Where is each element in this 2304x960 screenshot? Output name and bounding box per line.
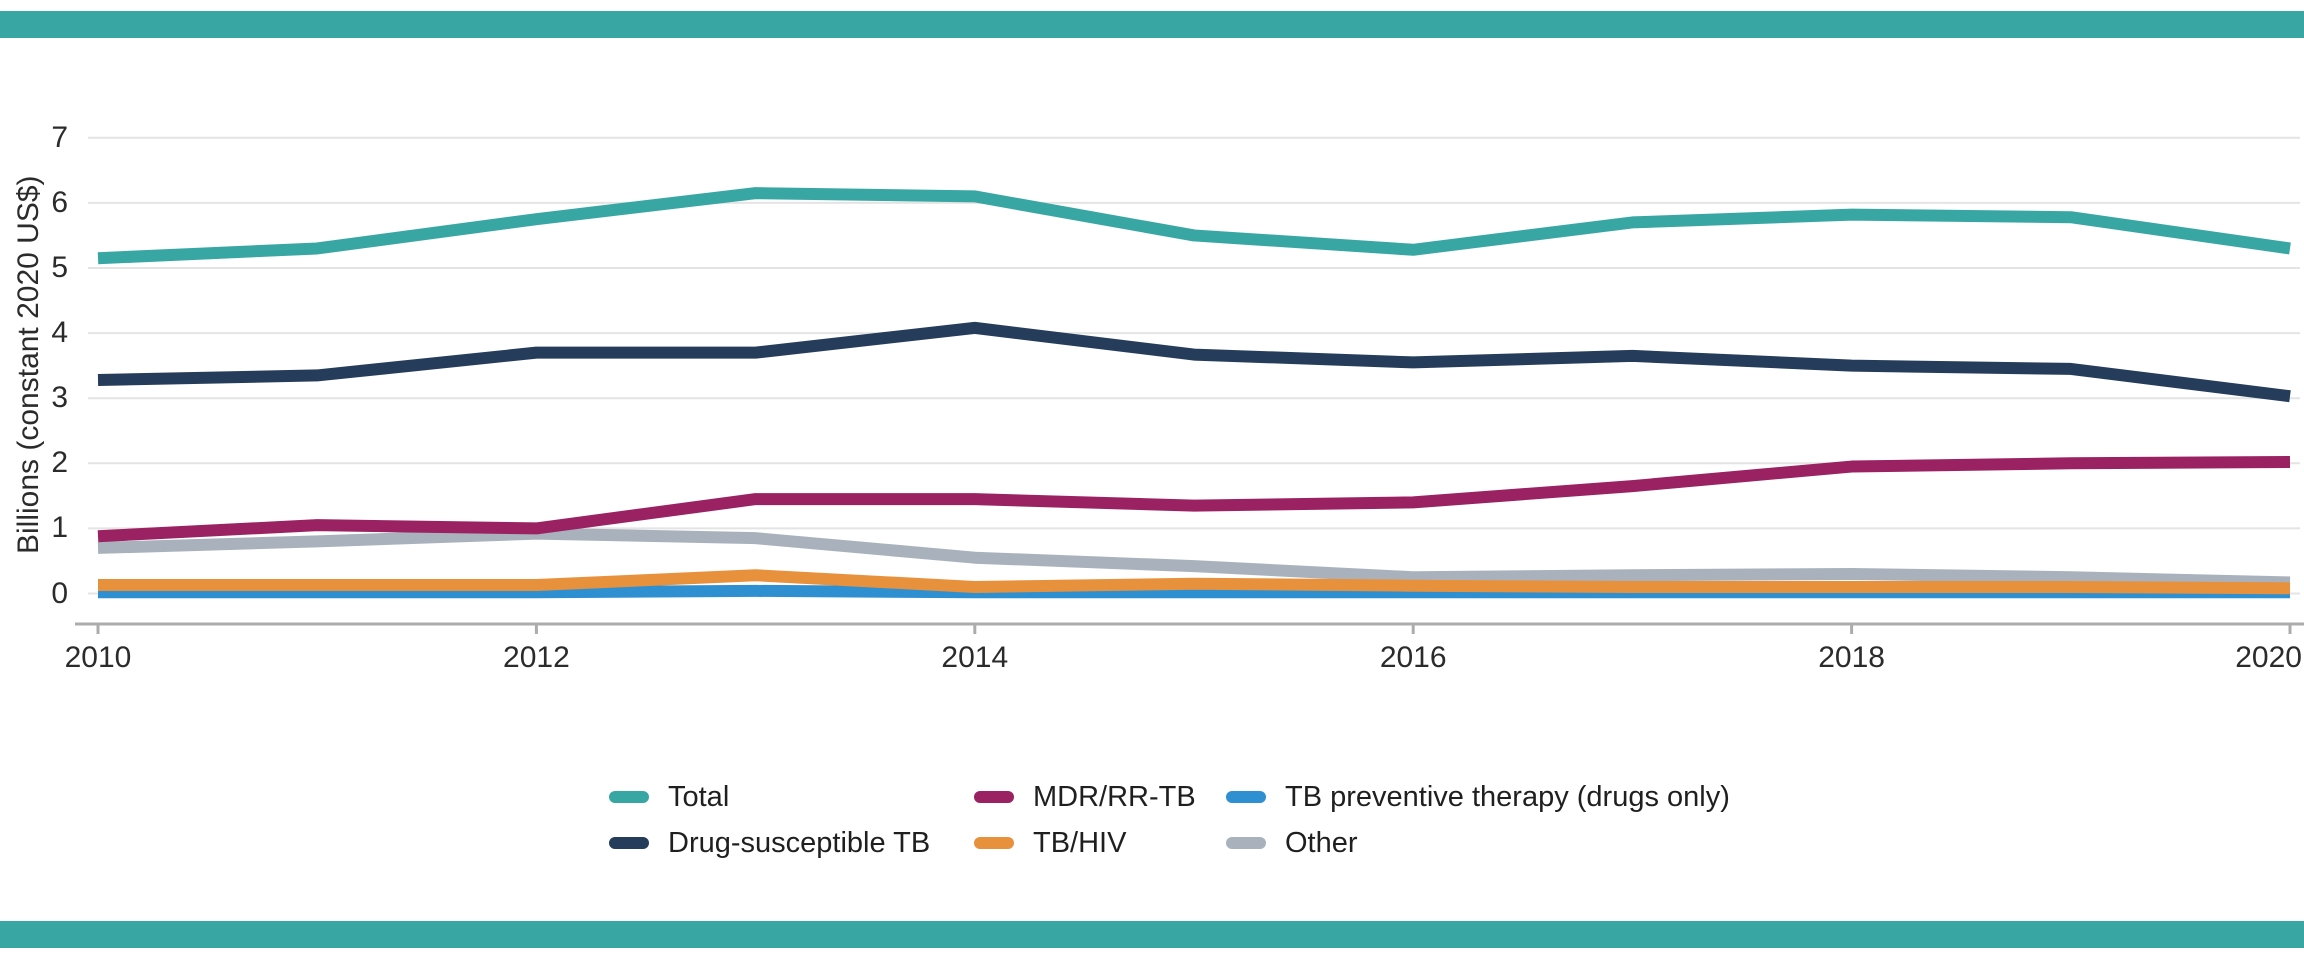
legend-item-other: Other [1226, 825, 1358, 861]
x-tick-label: 2018 [1818, 641, 1885, 674]
y-tick-label: 6 [51, 185, 68, 219]
y-tick-label: 4 [51, 316, 68, 350]
y-tick-label: 5 [51, 251, 68, 284]
legend-label: Drug-susceptible TB [668, 827, 931, 859]
x-tick-label: 2016 [1379, 641, 1447, 674]
x-tick-label: 2020 [2235, 641, 2302, 674]
legend-swatch-mdr-rr-tb [974, 791, 1014, 803]
legend-item-total: Total [609, 779, 729, 815]
legend-label: Other [1285, 827, 1358, 859]
legend-item-mdr-rr-tb: MDR/RR-TB [974, 779, 1196, 815]
y-tick-label: 7 [51, 120, 68, 154]
legend-swatch-drug-susceptible-tb [609, 837, 649, 849]
y-tick-label: 0 [51, 576, 68, 610]
legend-swatch-total [609, 791, 649, 803]
legend-label: Total [668, 781, 730, 813]
legend-item-tb-hiv: TB/HIV [974, 825, 1126, 861]
x-tick-label: 2012 [503, 641, 570, 674]
bottom-rule [0, 921, 2304, 948]
legend-label: TB preventive therapy (drugs only) [1285, 781, 1730, 813]
x-tick-label: 2010 [64, 641, 132, 674]
legend-swatch-other [1226, 837, 1266, 849]
x-tick-label: 2014 [941, 641, 1009, 674]
y-tick-label: 3 [51, 381, 68, 415]
legend-swatch-tb-preventive-therapy [1226, 791, 1266, 803]
legend-item-drug-susceptible-tb: Drug-susceptible TB [609, 825, 930, 861]
y-tick-label: 1 [51, 511, 68, 545]
legend-label: MDR/RR-TB [1033, 781, 1196, 813]
legend-item-tb-preventive-therapy: TB preventive therapy (drugs only) [1226, 779, 1730, 815]
legend-label: TB/HIV [1033, 827, 1127, 859]
legend-swatch-tb-hiv [974, 837, 1014, 849]
top-rule [0, 11, 2304, 38]
y-tick-label: 2 [51, 446, 68, 480]
